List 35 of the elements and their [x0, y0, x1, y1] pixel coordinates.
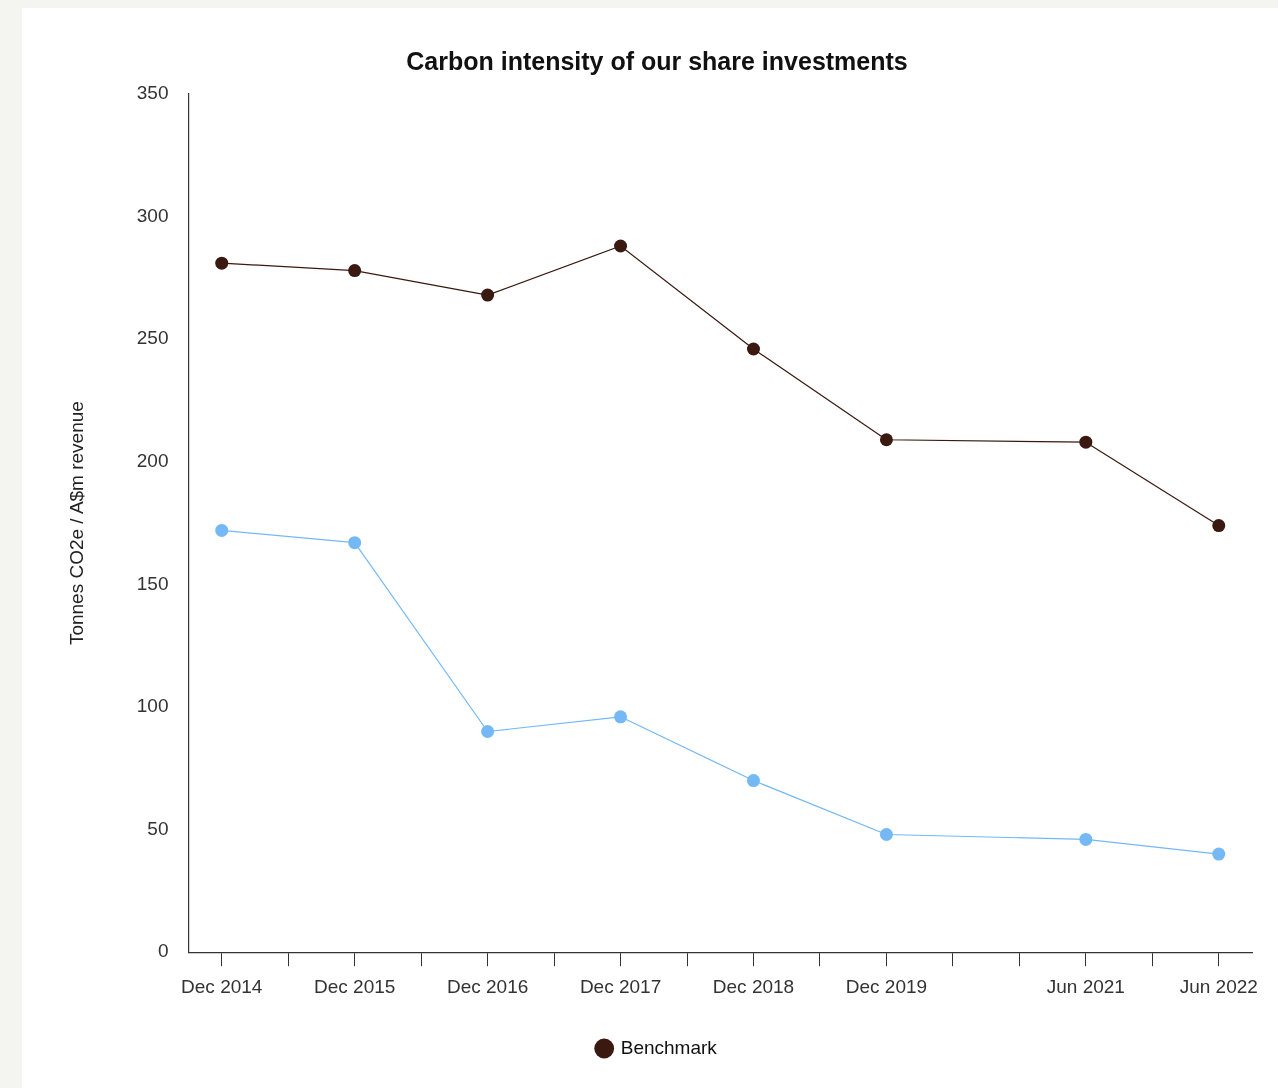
x-tick-label: Dec 2014	[181, 975, 263, 997]
x-tick-label: Dec 2019	[845, 975, 928, 997]
point	[348, 536, 362, 550]
point	[746, 774, 760, 788]
point	[614, 239, 628, 253]
y-tick-label: 50	[147, 817, 169, 839]
point	[481, 725, 495, 739]
point	[746, 342, 760, 356]
point	[1212, 847, 1226, 861]
y-axis-title: Tonnes CO2e / A$m revenue	[65, 401, 87, 646]
point	[1079, 832, 1093, 846]
y-tick-label: 0	[157, 940, 169, 962]
point	[481, 288, 495, 302]
point	[215, 256, 229, 270]
point	[1079, 435, 1093, 449]
chart-title: Carbon intensity of our share investments	[406, 46, 908, 75]
x-tick-label: Dec 2018	[712, 975, 795, 997]
y-tick-label: 350	[136, 82, 169, 104]
point	[215, 523, 229, 537]
x-tick-label: Dec 2015	[314, 975, 396, 997]
point	[879, 828, 893, 841]
y-tick-label: 100	[136, 695, 169, 717]
point	[348, 264, 362, 278]
legend-label: Benchmark	[620, 1036, 718, 1058]
y-tick-label: 200	[136, 450, 169, 472]
y-tick-label: 150	[136, 572, 169, 594]
x-tick-label: Dec 2017	[579, 975, 662, 997]
point	[614, 710, 628, 724]
x-tick-label: Jun 2022	[1179, 975, 1258, 997]
y-tick-label: 300	[136, 204, 169, 226]
x-tick-label: Dec 2016	[446, 975, 529, 997]
point	[879, 433, 893, 447]
point	[1212, 519, 1226, 533]
x-tick-label: Jun 2021	[1046, 975, 1125, 997]
y-tick-label: 250	[136, 327, 169, 349]
